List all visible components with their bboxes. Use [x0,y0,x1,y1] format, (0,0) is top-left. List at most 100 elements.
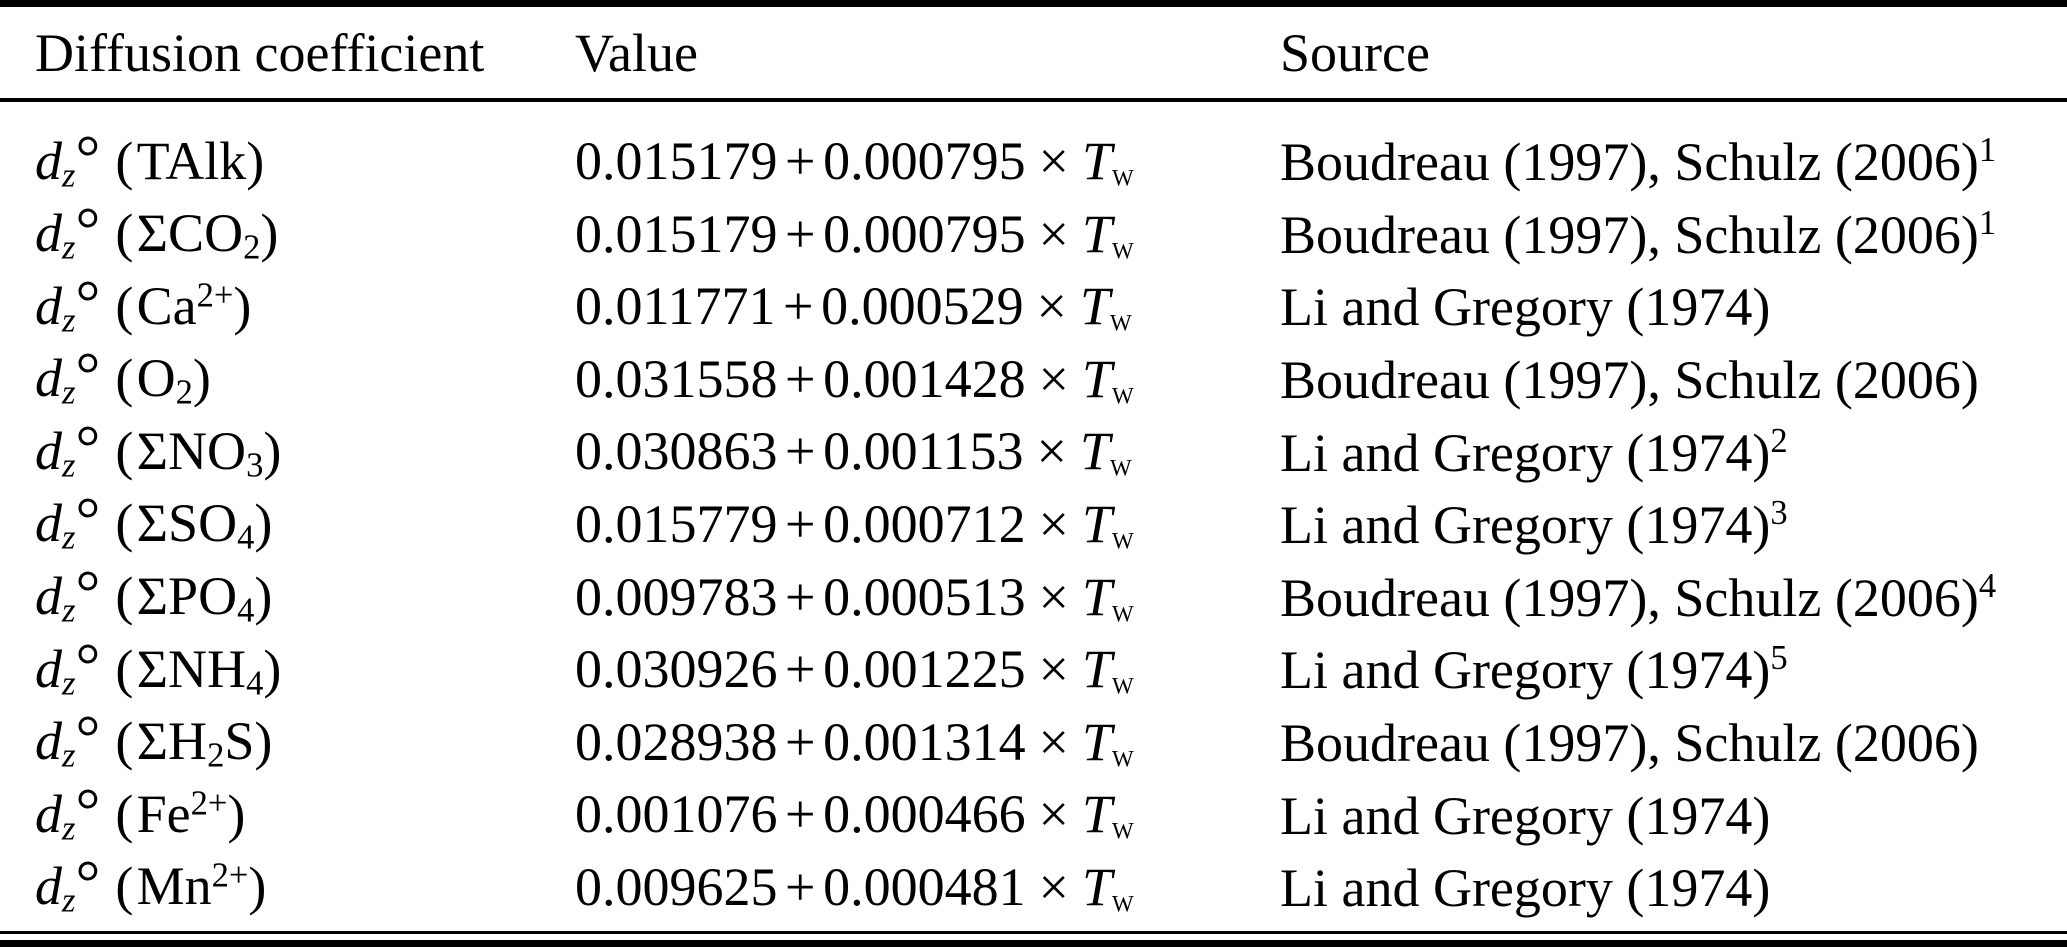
value-intercept: 0.015179 [575,130,778,191]
times-sign: × [1038,493,1069,554]
value-intercept: 0.009783 [575,566,778,627]
value-intercept: 0.030863 [575,421,778,482]
footnote-marker: 5 [1770,639,1788,678]
coefficient-cell: dz° (ΣH2S) [0,707,575,776]
source-text: Li and Gregory (1974) [1280,495,1771,556]
close-paren: ) [263,638,282,699]
value-slope: 0.000712 [823,493,1026,554]
times-sign: × [1038,856,1069,917]
value-intercept: 0.030926 [575,639,778,700]
d-symbol: d [35,566,62,627]
table-header-row: Diffusion coefficient Value Source [0,7,2067,98]
degree-symbol: ° [75,413,101,482]
coefficient-cell: dz° (ΣPO4) [0,562,575,631]
temperature-subscript: w [1111,809,1134,847]
table-row: dz° (ΣNH4) 0.030926 +0.001225 × Tw Li and Gr… [0,634,2067,707]
value-intercept: 0.015779 [575,493,778,554]
plus-sign: + [785,639,816,700]
times-sign: × [1036,421,1067,482]
d-symbol: d [35,711,62,772]
species-main: ΣPO [136,566,238,627]
value-slope: 0.001153 [823,421,1024,482]
z-subscript: z [62,664,76,703]
open-paren: ( [115,275,134,336]
species-main: TAlk [136,130,247,191]
table-row: dz° (Mn2+) 0.009625 +0.000481 × Tw Li and Gr… [0,852,2067,925]
species-subscript: 4 [246,664,264,703]
close-paren: ) [254,711,273,772]
species-tail: S [224,711,255,772]
source-cell: Li and Gregory (1974)3 [1280,494,2067,556]
open-paren: ( [115,130,134,191]
table-row: dz° (ΣPO4) 0.009783 +0.000513 × Tw Boudreau … [0,562,2067,635]
coefficient-cell: dz° (ΣNH4) [0,634,575,704]
times-sign: × [1038,348,1069,409]
value-cell: 0.001076 +0.000466 × Tw [575,783,1280,848]
value-intercept: 0.028938 [575,711,778,772]
source-cell: Boudreau (1997), Schulz (2006) [1280,349,2067,411]
species-main: Mn [136,856,212,917]
value-intercept: 0.031558 [575,348,778,409]
table-row: dz° (ΣNO3) 0.030863 +0.001153 × Tw Li and Gr… [0,416,2067,489]
source-text: Li and Gregory (1974) [1280,640,1771,701]
times-sign: × [1038,203,1069,264]
times-sign: × [1036,276,1067,337]
value-slope: 0.001314 [823,711,1026,772]
table-header-rule [0,98,2067,102]
source-cell: Li and Gregory (1974) [1280,785,2067,847]
close-paren: ) [263,420,282,481]
value-intercept: 0.011771 [575,276,776,337]
footnote-marker: 1 [1978,203,1997,242]
source-text: Li and Gregory (1974) [1280,785,1771,846]
table-row: dz° (Ca2+) 0.011771 +0.000529 × Tw Li and Gr… [0,271,2067,344]
table-top-rule [0,0,2067,7]
degree-symbol: ° [75,704,101,773]
close-paren: ) [260,203,279,264]
d-symbol: d [35,493,62,554]
d-symbol: d [35,638,62,699]
value-slope: 0.000466 [823,784,1026,845]
table-row: dz° (O2) 0.031558 +0.001428 × Tw Boudreau (1… [0,344,2067,417]
source-cell: Li and Gregory (1974)2 [1280,422,2067,484]
species-subscript: 2 [207,736,225,775]
plus-sign: + [785,566,816,627]
species-superscript: 2+ [196,276,234,315]
value-intercept: 0.015179 [575,203,778,264]
coefficient-cell: dz° (TAlk) [0,126,575,196]
temperature-variable: T [1081,784,1112,845]
species-subscript: 3 [246,446,264,485]
header-value: Value [575,22,698,83]
temperature-variable: T [1081,856,1112,917]
z-subscript: z [62,228,76,267]
value-slope: 0.000795 [823,130,1026,191]
z-subscript: z [62,156,76,195]
times-sign: × [1038,784,1069,845]
coefficient-cell: dz° (ΣCO2) [0,199,575,268]
source-text: Boudreau (1997), Schulz (2006) [1280,567,1979,628]
footnote-marker: 2 [1770,421,1788,460]
temperature-variable: T [1079,421,1110,482]
open-paren: ( [115,566,134,627]
footnote-marker: 3 [1770,494,1788,533]
value-slope: 0.000481 [823,856,1026,917]
coefficient-cell: dz° (Mn2+) [0,852,575,921]
coefficient-cell: dz° (Fe2+) [0,780,575,849]
footnote-marker: 4 [1978,566,1997,605]
degree-symbol: ° [75,486,101,555]
source-cell: Li and Gregory (1974) [1280,276,2067,338]
species-superscript: 2+ [211,857,249,896]
table-bottom-thin-rule [0,931,2067,934]
species-subscript: 4 [237,591,255,630]
source-cell: Boudreau (1997), Schulz (2006)1 [1280,131,2067,193]
header-source: Source [1280,22,1430,83]
z-subscript: z [62,882,76,921]
temperature-subscript: w [1111,374,1134,412]
temperature-subscript: w [1109,301,1132,339]
d-symbol: d [35,783,62,844]
value-cell: 0.015779 +0.000712 × Tw [575,493,1280,558]
source-cell: Boudreau (1997), Schulz (2006) [1280,712,2067,774]
value-cell: 0.028938 +0.001314 × Tw [575,711,1280,776]
z-subscript: z [62,809,76,848]
table-row: dz° (Fe2+) 0.001076 +0.000466 × Tw Li and Gr… [0,779,2067,852]
